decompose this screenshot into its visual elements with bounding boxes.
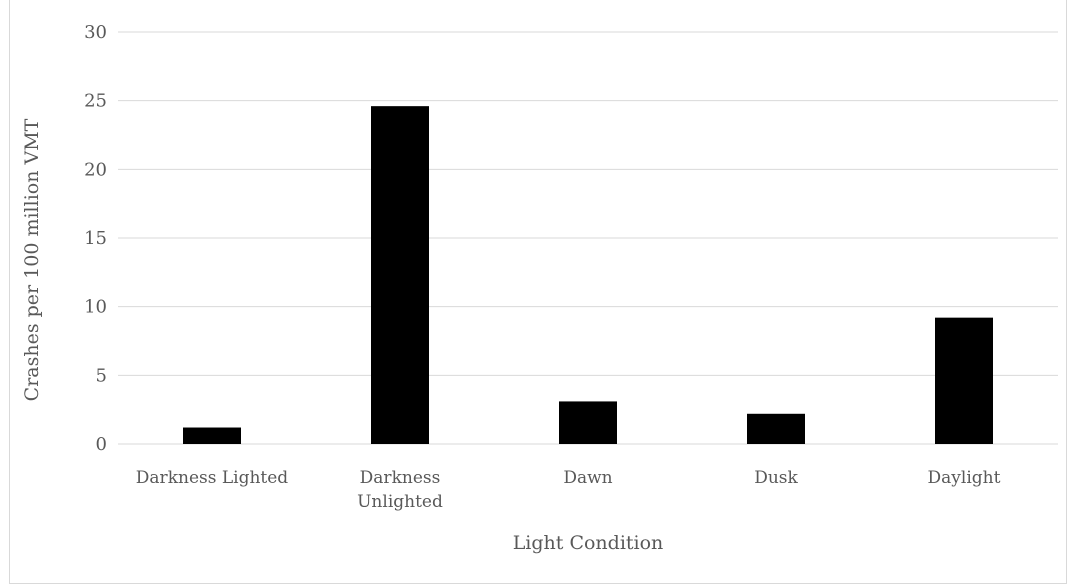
chart-frame [9, 0, 1067, 584]
y-tick-label-5: 25 [84, 91, 107, 112]
y-tick-label-0: 0 [96, 434, 107, 455]
bar-4 [935, 317, 993, 444]
y-tick-label-2: 10 [84, 297, 107, 318]
y-axis-title: Crashes per 100 million VMT [21, 118, 43, 401]
y-tick-labels: 0 5 10 15 20 25 30 [84, 22, 107, 455]
y-tick-label-4: 20 [84, 159, 107, 180]
x-category-label-2: Dawn [563, 468, 612, 488]
bar-1 [371, 106, 429, 444]
x-category-label-0: Darkness Lighted [136, 468, 289, 488]
bars [183, 106, 993, 444]
bar-3 [747, 413, 805, 444]
bar-0 [183, 427, 241, 444]
gridlines [118, 31, 1058, 445]
x-category-label-3: Dusk [754, 468, 798, 488]
x-category-labels: Darkness Lighted Darkness Unlighted Dawn Dus… [136, 468, 1001, 512]
x-category-label-4: Daylight [928, 468, 1001, 488]
y-tick-label-3: 15 [84, 228, 107, 249]
x-category-label-1-line-1: Unlighted [357, 492, 443, 512]
x-axis-title: Light Condition [513, 532, 664, 554]
y-tick-label-6: 30 [84, 22, 107, 43]
x-category-label-1-line-0: Darkness [360, 468, 441, 488]
y-tick-label-1: 5 [96, 365, 107, 386]
bar-2 [559, 401, 617, 444]
